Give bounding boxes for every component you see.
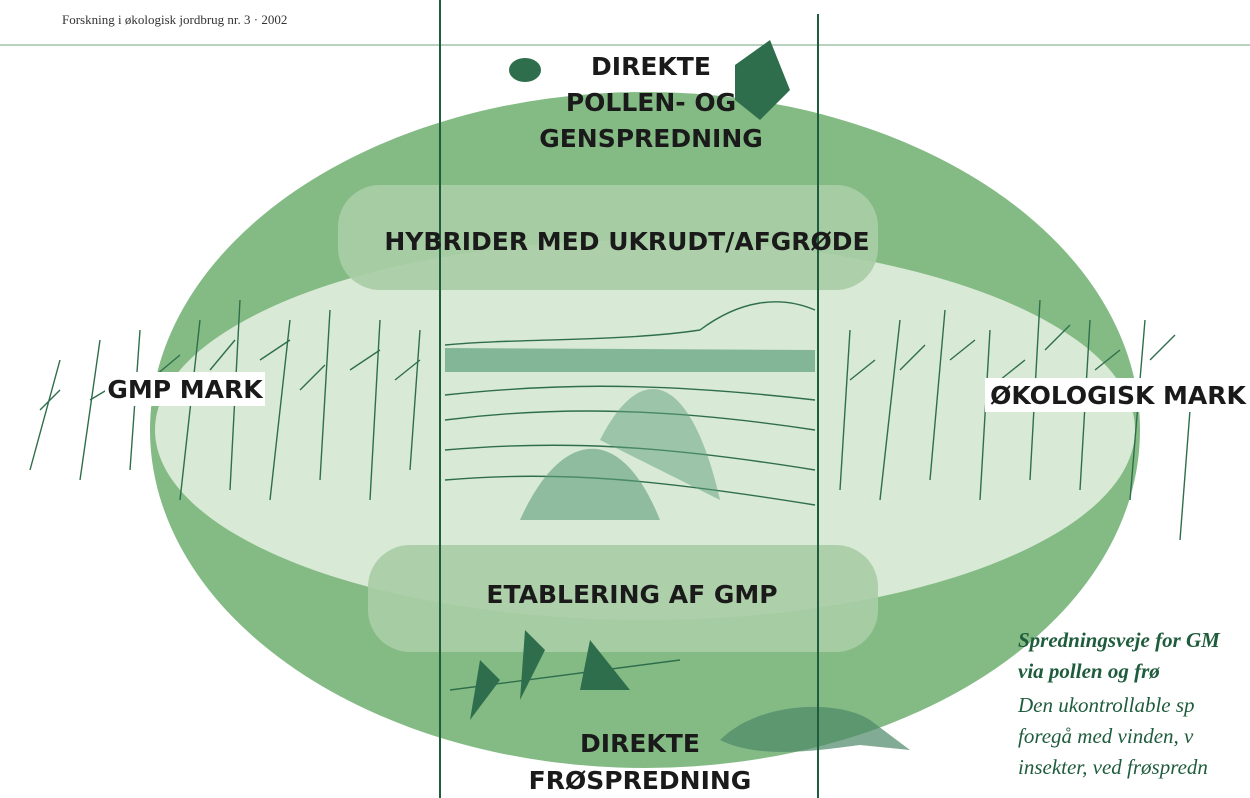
caption-title: via pollen og frø — [1018, 659, 1160, 683]
caption-title: Spredningsveje for GM — [1018, 628, 1221, 652]
establishment-label: ETABLERING AF GMP — [486, 580, 777, 609]
pollen-label: DIREKTE — [591, 52, 711, 81]
hybrids-label: HYBRIDER MED UKRUDT/AFGRØDE — [384, 227, 869, 256]
pollen-label: POLLEN- OG — [566, 88, 736, 117]
caption-body: insekter, ved frøspredn — [1018, 755, 1208, 779]
seed-label: DIREKTE — [580, 729, 700, 758]
diagram: Forskning i økologisk jordbrug nr. 3 · 2… — [0, 0, 1250, 798]
organic-field-label: ØKOLOGISK MARK — [990, 381, 1247, 410]
header-title: Forskning i økologisk jordbrug nr. 3 · 2… — [62, 12, 287, 27]
gmp-field-label: GMP MARK — [107, 375, 264, 404]
seed-label: FRØSPREDNING — [529, 766, 752, 795]
caption-body: foregå med vinden, v — [1018, 724, 1194, 748]
caption-body: Den ukontrollable sp — [1017, 693, 1195, 717]
pollen-label: GENSPREDNING — [539, 124, 763, 153]
